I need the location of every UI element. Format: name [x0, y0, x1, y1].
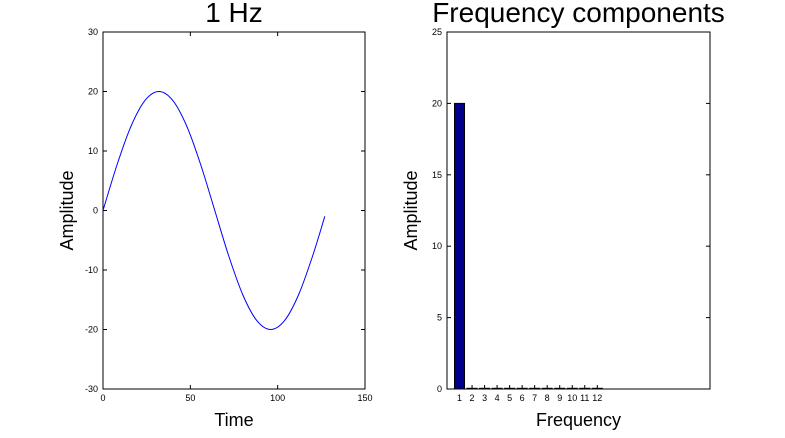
time-domain-plot: 0 50 100 150 -30 -20 -10 0 10 20 30 1 Hz Time Ampl… [57, 0, 373, 430]
x-tick-label: 7 [532, 393, 537, 403]
x-tick-label: 9 [557, 393, 562, 403]
y-tick-label: 20 [88, 87, 98, 97]
y-tick-label: -10 [85, 265, 98, 275]
y-tick-label: 10 [88, 146, 98, 156]
y-tick-label: 30 [88, 27, 98, 37]
time-plot-y-label: Amplitude [57, 170, 77, 250]
time-plot-ticks: 0 50 100 150 -30 -20 -10 0 10 20 30 [85, 27, 373, 403]
y-tick-label: 5 [437, 313, 442, 323]
x-tick-label: 8 [545, 393, 550, 403]
time-plot-title: 1 Hz [205, 0, 263, 28]
frequency-plot-axes-box [446, 31, 711, 390]
time-plot-series [102, 90, 326, 331]
x-tick-label: 0 [100, 393, 105, 403]
x-tick-label: 10 [567, 393, 577, 403]
x-tick-label: 11 [580, 393, 589, 403]
y-tick-label: -20 [85, 325, 98, 335]
x-tick-label: 3 [482, 393, 487, 403]
y-tick-label: 0 [93, 206, 98, 216]
x-tick-label: 100 [270, 393, 285, 403]
y-tick-label: 10 [432, 241, 442, 251]
y-tick-label: 20 [432, 98, 442, 108]
y-tick-label: 0 [437, 384, 442, 394]
y-tick-label: 15 [432, 170, 442, 180]
frequency-bar-1 [454, 102, 466, 390]
y-tick-label: 25 [432, 27, 442, 37]
x-tick-label: 4 [495, 393, 500, 403]
x-tick-label: 5 [507, 393, 512, 403]
time-plot-axes-box [102, 31, 366, 390]
frequency-plot-y-label: Amplitude [401, 170, 421, 250]
sine-wave-line [102, 90, 326, 331]
x-tick-label: 12 [592, 393, 602, 403]
x-tick-label: 2 [470, 393, 475, 403]
x-tick-label: 50 [185, 393, 195, 403]
time-plot-x-label: Time [214, 410, 253, 430]
frequency-plot-title: Frequency components [432, 0, 725, 28]
x-tick-label: 6 [520, 393, 525, 403]
y-tick-label: -30 [85, 384, 98, 394]
frequency-plot-x-label: Frequency [536, 410, 621, 430]
x-tick-label: 150 [357, 393, 372, 403]
x-tick-label: 1 [457, 393, 462, 403]
